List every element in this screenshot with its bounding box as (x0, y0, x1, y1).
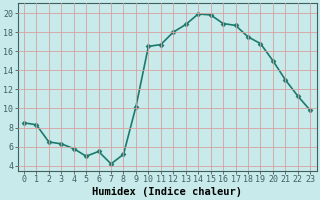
X-axis label: Humidex (Indice chaleur): Humidex (Indice chaleur) (92, 186, 242, 197)
